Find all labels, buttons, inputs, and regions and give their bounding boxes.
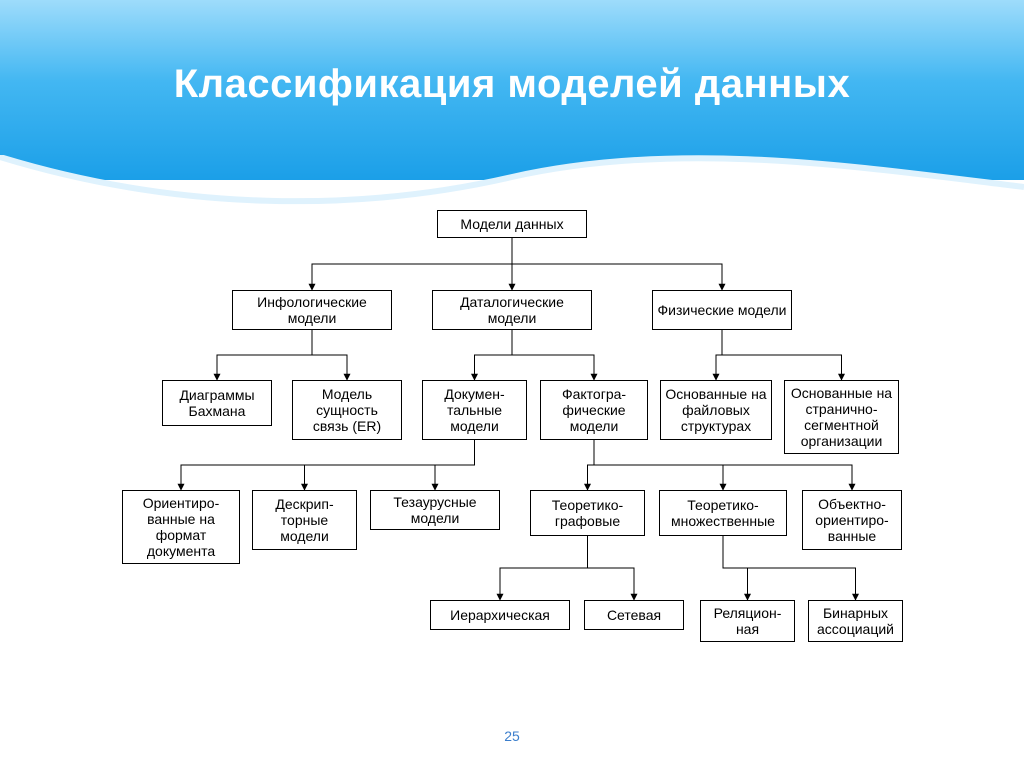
edge-info-bach xyxy=(217,330,312,380)
node-er: Модель сущность связь (ER) xyxy=(292,380,402,440)
edge-doc-thes xyxy=(435,440,475,490)
edge-root-info xyxy=(312,238,512,290)
node-data: Даталогические модели xyxy=(432,290,592,330)
edge-phys-page xyxy=(722,330,842,380)
node-set: Теоретико-множественные xyxy=(659,490,787,536)
edge-data-facto xyxy=(512,330,594,380)
node-bach: Диаграммы Бахмана xyxy=(162,380,272,426)
node-hier: Иерархическая xyxy=(430,600,570,630)
slide: Классификация моделей данных Модели данн… xyxy=(0,0,1024,768)
slide-title: Классификация моделей данных xyxy=(0,62,1024,107)
node-fmt: Ориентиро-ванные на формат документа xyxy=(122,490,240,564)
node-root: Модели данных xyxy=(437,210,587,238)
node-phys: Физические модели xyxy=(652,290,792,330)
node-obj: Объектно-ориентиро-ванные xyxy=(802,490,902,550)
edge-graph-net xyxy=(588,536,635,600)
node-file: Основанные на файловых структурах xyxy=(660,380,772,440)
node-bin: Бинарных ассоциаций xyxy=(808,600,903,642)
hierarchy-diagram: Модели данных Инфологические модели Датало… xyxy=(122,210,902,700)
node-net: Сетевая xyxy=(584,600,684,630)
page-number: 25 xyxy=(0,728,1024,744)
edge-data-doc xyxy=(475,330,513,380)
node-page: Основанные на странично-сегментной орган… xyxy=(784,380,899,454)
node-facto: Фактогра-фические модели xyxy=(540,380,648,440)
node-info: Инфологические модели xyxy=(232,290,392,330)
node-thes: Тезаурусные модели xyxy=(370,490,500,530)
edge-facto-graph xyxy=(588,440,595,490)
edge-graph-hier xyxy=(500,536,588,600)
edge-info-er xyxy=(312,330,347,380)
node-doc: Докумен-тальные модели xyxy=(422,380,527,440)
node-descr: Дескрип-торные модели xyxy=(252,490,357,550)
node-graph: Теоретико-графовые xyxy=(530,490,645,536)
edge-phys-file xyxy=(716,330,722,380)
edge-root-phys xyxy=(512,238,722,290)
node-rel: Реляцион-ная xyxy=(700,600,795,642)
